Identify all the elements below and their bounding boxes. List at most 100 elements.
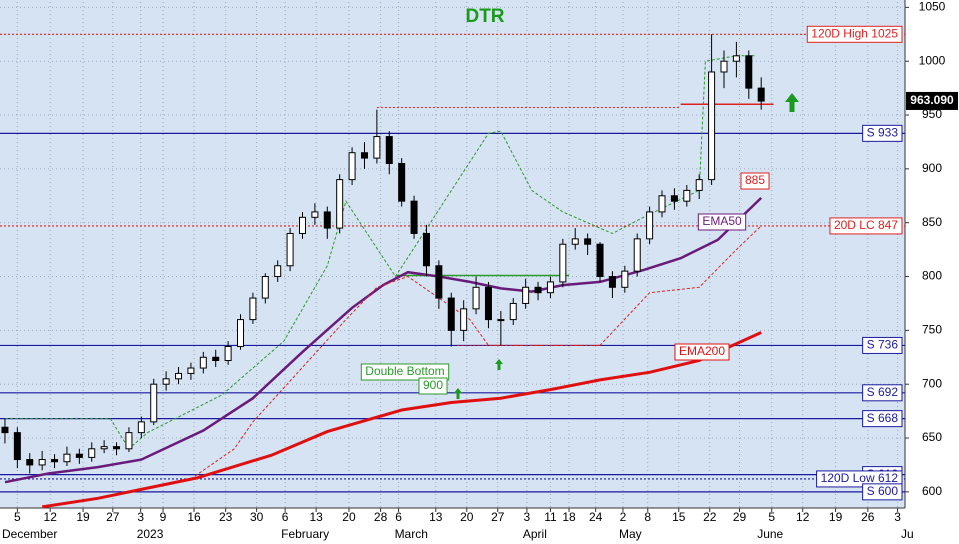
candle-body xyxy=(472,286,480,310)
x-tick-label: 19 xyxy=(829,510,843,524)
candle-body xyxy=(435,265,443,299)
arrow xyxy=(454,388,462,399)
level-label: 120D High 1025 xyxy=(811,26,898,40)
candle-body xyxy=(708,71,716,181)
x-tick-label: 8 xyxy=(644,510,651,524)
candle-body xyxy=(113,446,121,450)
x-tick-label: 19 xyxy=(76,510,90,524)
candle-body xyxy=(497,319,505,322)
level-label-box xyxy=(862,410,903,428)
x-tick-label: 11 xyxy=(544,510,557,524)
x-tick-label: 23 xyxy=(219,510,233,524)
candle-body xyxy=(274,265,282,278)
candle-body xyxy=(75,453,83,458)
candle-body xyxy=(249,297,257,321)
candle-body xyxy=(137,421,145,434)
month-label: February xyxy=(281,527,329,541)
candle-body xyxy=(63,453,71,463)
annotation: EMA200 xyxy=(679,344,725,358)
y-tick-label: 850 xyxy=(922,215,942,229)
candle-body xyxy=(88,448,96,458)
annotation: EMA50 xyxy=(702,214,742,228)
annotation-box xyxy=(674,343,730,361)
x-tick-label: 16 xyxy=(187,510,201,524)
candle-body xyxy=(695,179,703,191)
x-tick-label: 3 xyxy=(524,510,531,524)
level-label-box xyxy=(862,124,903,142)
month-label: June xyxy=(757,527,783,541)
month-label: March xyxy=(395,527,428,541)
x-tick-label: 2 xyxy=(620,510,627,524)
candle-body xyxy=(534,286,542,294)
level-label: S 933 xyxy=(867,126,899,140)
level-label-box xyxy=(806,25,903,43)
month-label: May xyxy=(619,527,642,541)
x-tick-label: 20 xyxy=(342,510,356,524)
y-tick-label: 900 xyxy=(922,161,942,175)
x-tick-label: 13 xyxy=(429,510,443,524)
x-tick-label: 29 xyxy=(733,510,747,524)
annotation: 900 xyxy=(423,378,443,392)
candle-body xyxy=(546,281,554,294)
candle-body xyxy=(757,87,765,102)
x-tick-label: 12 xyxy=(44,510,58,524)
candle-body xyxy=(26,459,34,466)
y-tick-label: 1050 xyxy=(919,0,946,14)
x-tick-label: 3 xyxy=(894,510,901,524)
x-tick-label: 5 xyxy=(768,510,775,524)
candle-body xyxy=(1,426,9,434)
x-tick-label: 30 xyxy=(250,510,264,524)
candle-body xyxy=(571,238,579,245)
candle-body xyxy=(658,195,666,213)
x-tick-label: 27 xyxy=(491,510,505,524)
candle-body xyxy=(150,383,158,423)
candle-body xyxy=(298,216,306,234)
annotation-box xyxy=(740,172,770,190)
price-axis-area xyxy=(905,0,959,544)
candle-body xyxy=(522,286,530,304)
candle-body xyxy=(559,243,567,283)
x-tick-label: 20 xyxy=(460,510,474,524)
indicator-line xyxy=(190,225,762,480)
candle-body xyxy=(360,152,368,159)
x-tick-label: 6 xyxy=(395,510,402,524)
indicator-line xyxy=(41,331,762,509)
indicator-line xyxy=(4,197,763,484)
candle-body xyxy=(51,459,59,463)
candle-body xyxy=(237,319,245,348)
y-tick-label: 950 xyxy=(922,107,942,121)
x-tick-label: 6 xyxy=(282,510,289,524)
x-tick-label: 24 xyxy=(589,510,603,524)
month-label: Ju xyxy=(901,527,914,541)
y-tick-label: 600 xyxy=(922,484,942,498)
annotation-box xyxy=(697,213,747,231)
candle-body xyxy=(509,302,517,321)
annotation: Double Bottom xyxy=(365,364,444,378)
month-label: December xyxy=(2,527,57,541)
arrow xyxy=(785,93,799,112)
candle-body xyxy=(224,346,232,362)
candle-body xyxy=(447,297,455,331)
candle-body xyxy=(720,60,728,73)
level-label: S 668 xyxy=(867,411,899,425)
level-label-box xyxy=(829,217,903,235)
x-tick-label: 3 xyxy=(137,510,144,524)
y-tick-label: 800 xyxy=(922,269,942,283)
level-label: S 736 xyxy=(867,338,899,352)
date-axis-area xyxy=(0,508,959,544)
candle-body xyxy=(373,136,381,159)
candle-body xyxy=(175,372,183,380)
level-label-box xyxy=(816,470,903,488)
candle-body xyxy=(484,286,492,321)
x-tick-label: 27 xyxy=(106,510,120,524)
x-tick-label: 15 xyxy=(672,510,686,524)
level-label: S 600 xyxy=(867,484,899,498)
candle-body xyxy=(460,308,468,331)
candle-body xyxy=(410,200,418,234)
annotation-box xyxy=(418,377,448,395)
candle-body xyxy=(100,446,108,450)
candle-body xyxy=(348,152,356,181)
level-label: 20D LC 847 xyxy=(834,218,898,232)
x-tick-label: 22 xyxy=(703,510,717,524)
